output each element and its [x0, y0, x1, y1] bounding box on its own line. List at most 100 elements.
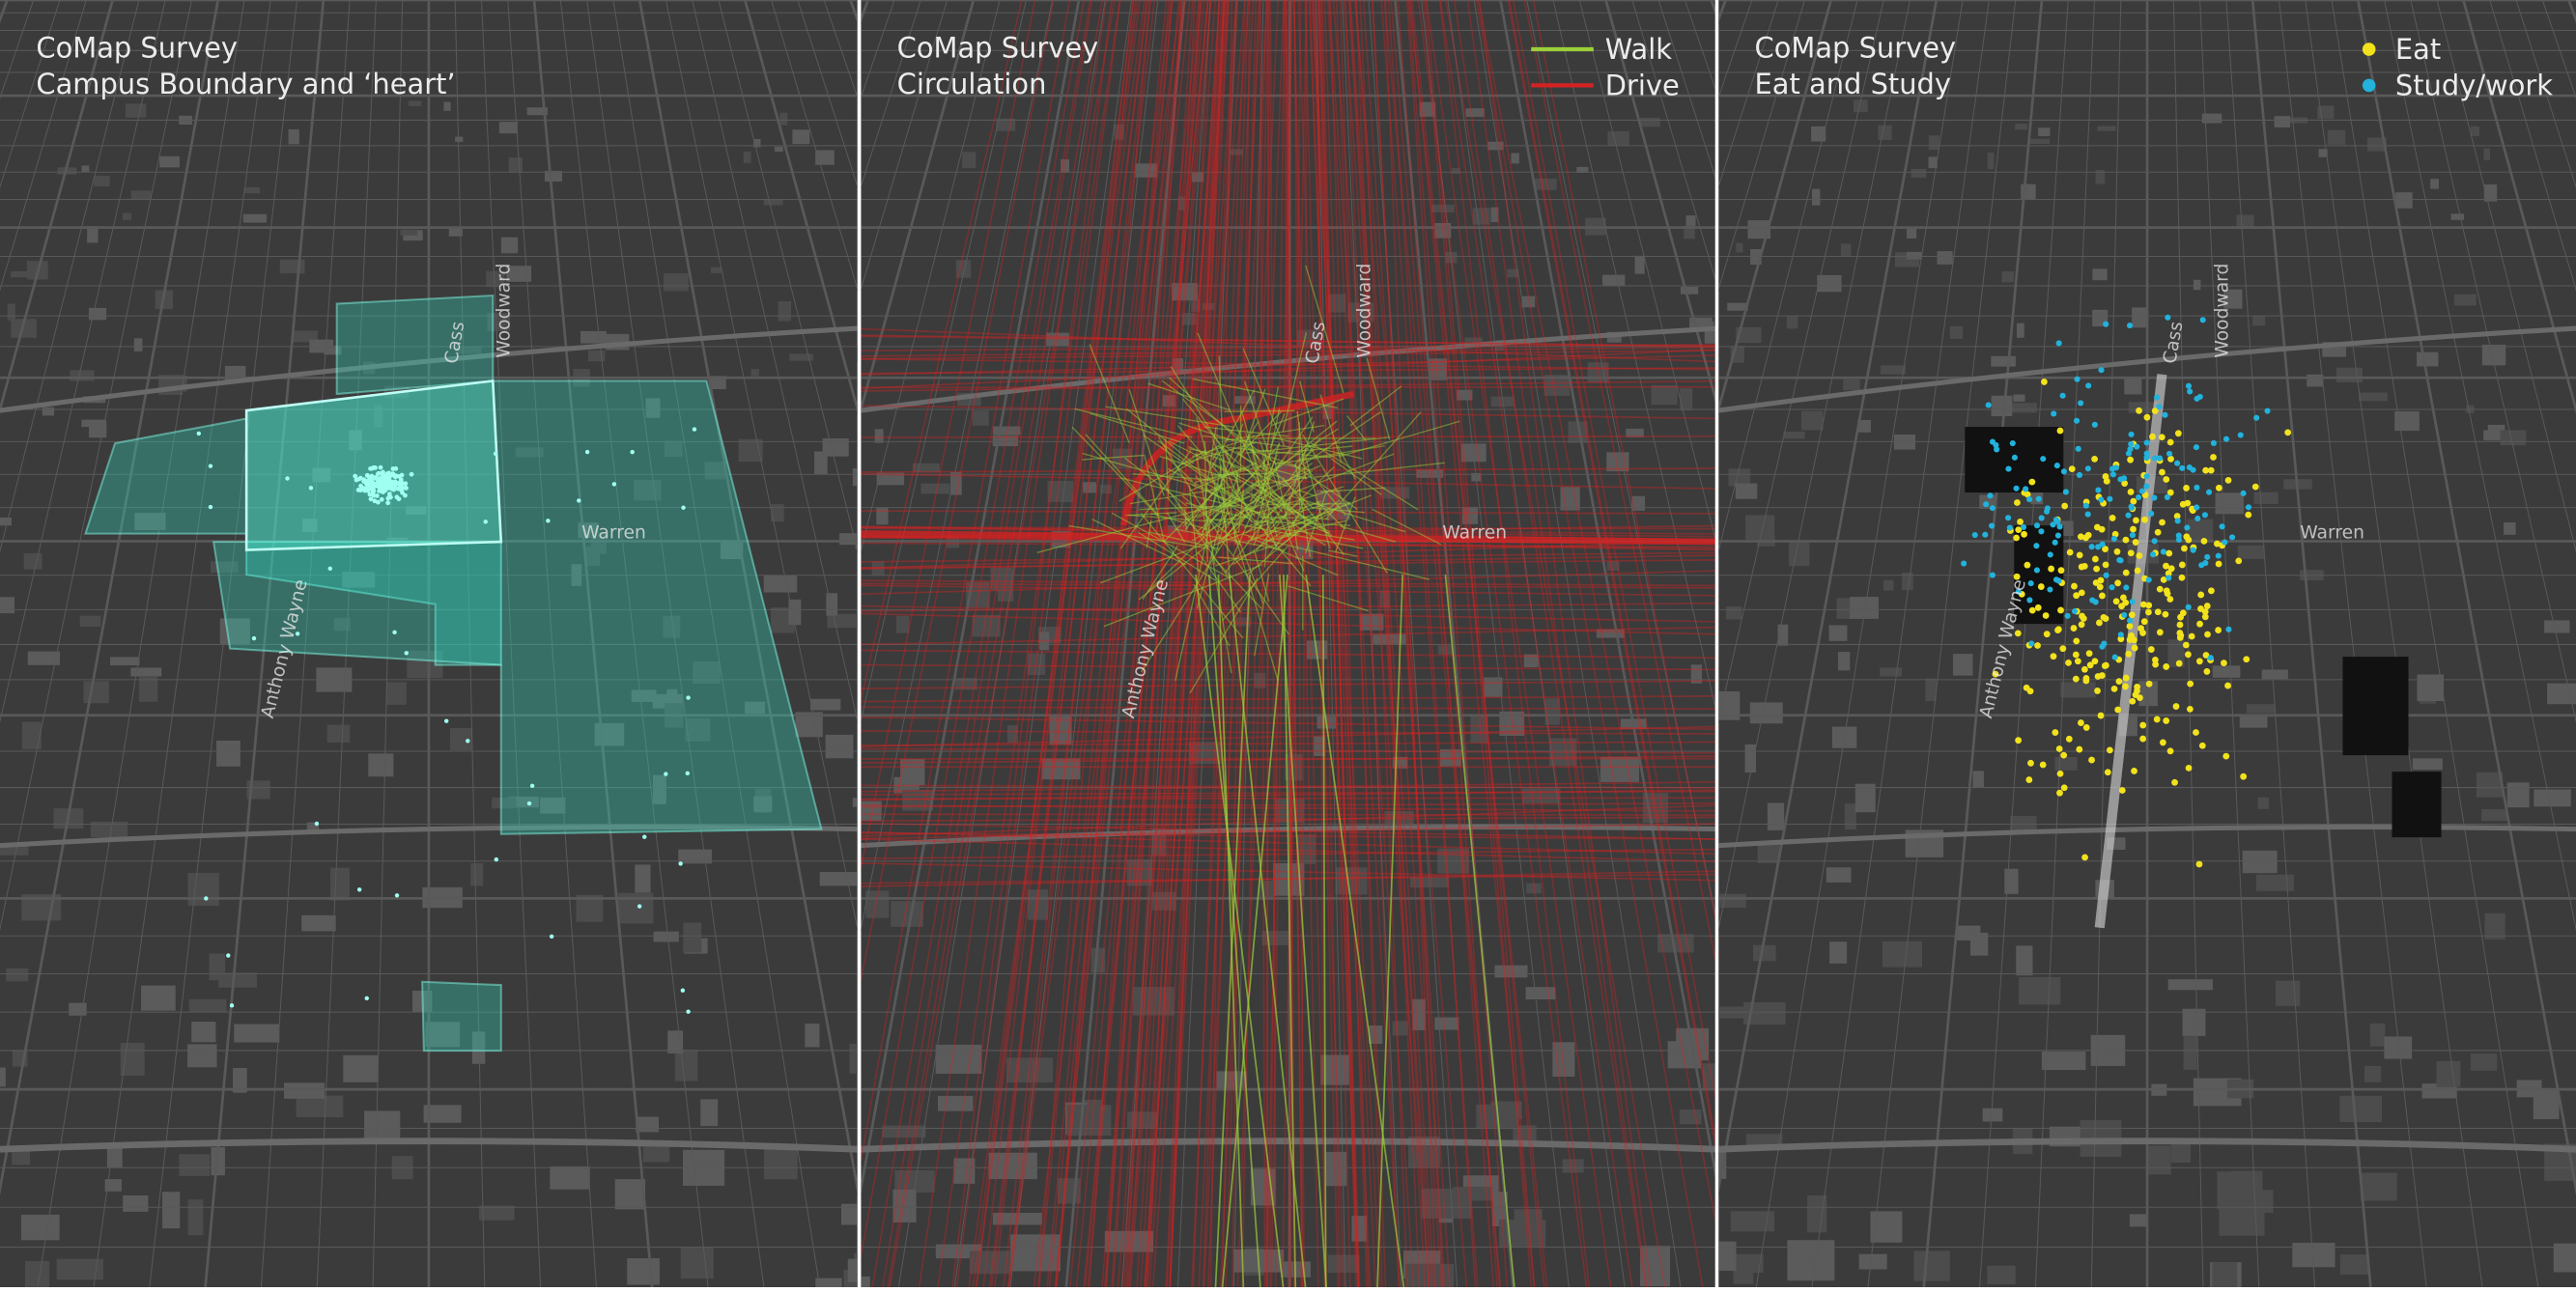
eat-point	[2075, 658, 2081, 664]
study-point	[2148, 511, 2154, 517]
survey-point	[379, 465, 383, 470]
survey-point	[546, 519, 550, 522]
eat-point	[2203, 668, 2210, 675]
building	[2454, 295, 2477, 306]
survey-point	[530, 784, 534, 788]
building	[70, 370, 94, 380]
building	[936, 1045, 982, 1074]
eat-point	[2155, 529, 2162, 536]
eat-point	[2034, 642, 2041, 649]
eat-point	[2167, 456, 2174, 463]
eat-point	[2134, 688, 2140, 694]
survey-point	[369, 496, 374, 501]
eat-point	[2179, 575, 2186, 581]
study-point	[2187, 464, 2193, 470]
eat-point	[2185, 651, 2192, 658]
building	[2370, 1024, 2386, 1047]
survey-point	[389, 487, 394, 492]
building	[2130, 1214, 2148, 1226]
study-point	[2216, 553, 2222, 559]
survey-point	[630, 450, 634, 454]
eat-point	[2079, 621, 2085, 628]
building	[2554, 1244, 2576, 1273]
building	[2534, 790, 2570, 807]
building	[2013, 395, 2024, 402]
survey-point	[378, 480, 382, 485]
building	[1991, 356, 2016, 367]
study-point	[2095, 487, 2101, 492]
eat-point	[2171, 779, 2178, 786]
eat-point	[2245, 512, 2251, 519]
study-point	[1990, 505, 1996, 511]
study-point	[2176, 533, 2182, 539]
building	[42, 407, 54, 416]
building	[550, 1166, 589, 1190]
survey-point	[410, 472, 414, 477]
eat-point	[2095, 673, 2102, 680]
study-point	[2028, 640, 2034, 646]
eat-point	[2057, 428, 2064, 435]
eat-point	[2137, 625, 2144, 632]
building	[2240, 716, 2268, 727]
eat-point	[2083, 724, 2090, 731]
eat-point	[2123, 675, 2130, 682]
eat-point	[2027, 760, 2034, 767]
building	[343, 1055, 378, 1082]
study-point	[2125, 513, 2131, 519]
study-point	[2146, 576, 2152, 582]
study-point	[2202, 512, 2208, 518]
eat-point	[2141, 517, 2148, 523]
street-label: Warren	[1442, 523, 1507, 544]
building	[284, 1082, 325, 1099]
study-point	[2139, 489, 2145, 494]
survey-point	[328, 567, 332, 571]
eat-point	[2077, 551, 2083, 558]
building	[751, 369, 759, 376]
building	[711, 267, 721, 273]
building	[779, 113, 787, 126]
building	[401, 230, 418, 236]
survey-point	[404, 486, 409, 491]
study-point	[2021, 524, 2026, 530]
building	[470, 863, 483, 885]
eat-point	[2043, 612, 2050, 619]
eat-point	[2163, 663, 2169, 670]
eat-point	[2109, 515, 2116, 521]
building	[409, 100, 422, 105]
survey-point	[252, 636, 256, 640]
building	[1511, 154, 1519, 164]
eat-point	[2157, 586, 2164, 593]
building	[2258, 798, 2270, 809]
building	[2028, 139, 2050, 144]
survey-point	[693, 427, 696, 431]
survey-point	[209, 505, 212, 509]
study-point	[2110, 471, 2116, 477]
building	[654, 932, 679, 942]
study-point	[2112, 655, 2118, 660]
building	[2019, 977, 2060, 1004]
survey-point	[495, 857, 498, 861]
building	[1640, 118, 1660, 126]
study-point	[2012, 455, 2018, 461]
eat-point	[2066, 736, 2073, 743]
building	[2451, 213, 2465, 219]
eat-point	[2013, 535, 2020, 542]
survey-point	[399, 477, 404, 482]
building	[2436, 1061, 2460, 1087]
building	[1988, 153, 1995, 169]
survey-point	[686, 1010, 690, 1014]
eat-point	[2141, 618, 2148, 625]
eat-point	[2040, 762, 2047, 769]
eat-point	[2159, 469, 2166, 476]
eat-point	[2284, 429, 2291, 435]
study-point	[2040, 456, 2046, 462]
building	[1607, 131, 1628, 146]
study-point	[2036, 496, 2042, 502]
building	[8, 304, 15, 321]
building	[2236, 215, 2253, 228]
study-point	[1972, 532, 1978, 538]
study-point	[2063, 489, 2069, 494]
building	[2017, 323, 2024, 338]
survey-point	[395, 893, 399, 897]
building	[2238, 546, 2265, 559]
